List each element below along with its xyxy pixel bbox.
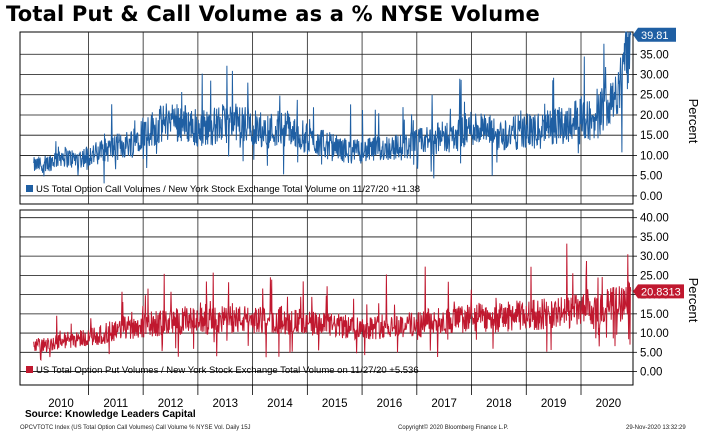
call-y-tick-label: 5.00	[640, 171, 662, 183]
footer-copyright: Copyright© 2020 Bloomberg Finance L.P.	[398, 425, 509, 431]
put-y-tick-label: 35.00	[640, 232, 669, 244]
call-legend: US Total Option Call Volumes / New York …	[26, 184, 420, 195]
call-legend-swatch	[26, 185, 33, 192]
x-tick-label: 2018	[486, 398, 512, 410]
x-tick-label: 2013	[212, 398, 238, 410]
put-y-tick-label: 5.00	[640, 347, 662, 359]
call-volume-panel: 0.00 5.00 10.00 15.00 20.00 25.00 30.00 35.00 U…	[19, 27, 701, 205]
x-tick-label: 2014	[267, 398, 293, 410]
call-legend-text: US Total Option Call Volumes / New York …	[36, 184, 420, 195]
call-volume-series	[33, 31, 632, 184]
x-tick-label: 2012	[158, 398, 184, 410]
source-note: Source: Knowledge Leaders Capital	[25, 409, 196, 420]
put-y-tick-label: 30.00	[640, 251, 669, 263]
x-tick-label: 2019	[541, 398, 567, 410]
put-y-axis-label: Percent	[686, 278, 701, 323]
put-y-tick-label: 40.00	[640, 213, 669, 225]
footer-timestamp: 29-Nov-2020 13:32:29	[626, 425, 686, 431]
x-tick-label: 2015	[322, 398, 348, 410]
x-tick-label: 2011	[103, 398, 128, 410]
call-y-tick-label: 30.00	[640, 69, 669, 81]
call-last-value: 39.81	[641, 30, 669, 42]
call-y-tick-label: 20.00	[640, 110, 669, 122]
call-y-axis-label: Percent	[686, 99, 701, 144]
x-tick-label: 2010	[48, 398, 74, 410]
put-y-tick-label: 15.00	[640, 309, 669, 321]
x-tick-label: 2016	[377, 398, 403, 410]
put-y-tick-label: 10.00	[640, 328, 669, 340]
x-tick-label: 2020	[596, 398, 622, 410]
put-last-value-tag: 20.8313	[633, 284, 684, 299]
put-y-tick-label: 25.00	[640, 270, 669, 282]
put-volume-series	[33, 243, 632, 361]
call-y-tick-label: 25.00	[640, 90, 669, 102]
put-y-tick-label: 0.00	[640, 367, 662, 379]
call-y-tick-label: 35.00	[640, 49, 669, 61]
call-y-tick-label: 15.00	[640, 130, 669, 142]
call-y-tick-label: 10.00	[640, 150, 669, 162]
put-legend-text: US Total Option Put Volumes / New York S…	[36, 365, 419, 376]
put-legend-swatch	[26, 366, 33, 373]
footer-index-info: OPCVTOTC Index (US Total Option Call Vol…	[20, 425, 251, 431]
call-last-value-tag: 39.81	[633, 27, 676, 42]
put-legend: US Total Option Put Volumes / New York S…	[26, 365, 419, 376]
put-volume-panel: 0.005.0010.0015.0020.0025.0030.0035.0040…	[19, 209, 701, 386]
chart-title: Total Put & Call Volume as a % NYSE Volu…	[6, 2, 540, 26]
put-last-value: 20.8313	[641, 286, 681, 298]
call-y-tick-label: 0.00	[640, 191, 662, 203]
x-tick-label: 2017	[431, 398, 457, 410]
x-axis: 2010 2011 2012 2013 2014 2015 2016 2017 2018 2019…	[20, 384, 633, 410]
